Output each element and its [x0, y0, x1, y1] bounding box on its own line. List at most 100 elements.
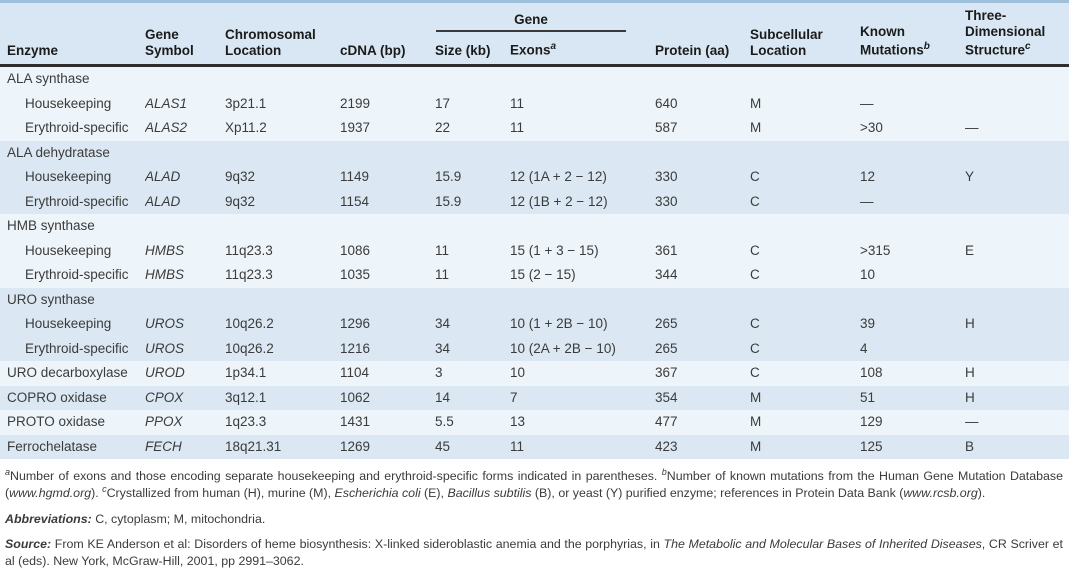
cell-enzyme: Housekeeping [25, 316, 112, 331]
table-row: Erythroid-specific HMBS 11q23.3 1035 11 15 (2… [0, 263, 1069, 288]
cell-size: 17 [435, 95, 451, 111]
cell-protein: 265 [655, 340, 678, 356]
table-group-row: URO synthase [0, 287, 1069, 312]
cell-size: 3 [435, 365, 443, 380]
cell-known-mutations: 39 [860, 316, 876, 331]
col-header-chromosomal-location: Chromosomal Location [225, 27, 316, 58]
mutations-footnote-marker: b [923, 41, 930, 52]
cell-size: 34 [435, 316, 451, 331]
cell-protein: 344 [655, 267, 678, 282]
cell-structure: Y [965, 169, 975, 184]
cell-enzyme: Erythroid-specific [25, 340, 129, 356]
enzyme-gene-table: Enzyme Gene Symbol Chromosomal Location … [0, 0, 1069, 459]
col-header-gene-symbol: Gene Symbol [145, 27, 194, 58]
col-header-known-mutations: Known Mutationsb [860, 23, 930, 58]
cell-structure: — [965, 120, 979, 135]
cell-protein: 477 [655, 414, 678, 429]
cell-enzyme: Housekeeping [25, 169, 112, 184]
cell-chromosomal-location: Xp11.2 [225, 120, 267, 135]
cell-structure [965, 337, 1069, 362]
footnote-exons-mutations-structure: aNumber of exons and those encoding sepa… [5, 466, 1063, 500]
cell-subcellular-location: M [750, 120, 762, 135]
cell-cdna: 1431 [340, 414, 371, 429]
cell-protein: 587 [655, 120, 678, 135]
cell-gene-symbol: ALAD [145, 169, 181, 184]
cell-size: 15.9 [435, 169, 462, 184]
cell-cdna: 1296 [340, 316, 371, 331]
footnotes: aNumber of exons and those encoding sepa… [0, 459, 1069, 570]
cell-exons: 7 [510, 389, 518, 405]
table-body: ALA synthase Housekeeping ALAS1 3p21.1 2199 1… [0, 67, 1069, 459]
cell-chromosomal-location: 9q32 [225, 169, 256, 184]
cell-known-mutations: 4 [860, 340, 868, 356]
cell-size: 45 [435, 438, 451, 454]
cell-known-mutations: 51 [860, 389, 876, 405]
cell-exons: 10 [510, 365, 526, 380]
table-header-row: Enzyme Gene Symbol Chromosomal Location … [0, 3, 1069, 67]
cell-gene-symbol: HMBS [145, 242, 185, 258]
cell-exons: 10 (2A + 2B − 10) [510, 340, 616, 356]
cell-protein: 361 [655, 242, 678, 258]
cell-size: 11 [435, 267, 450, 282]
cell-enzyme: Erythroid-specific [25, 267, 129, 282]
structure-footnote-marker: c [1025, 41, 1031, 52]
cell-subcellular-location: M [750, 389, 762, 405]
table-row: Ferrochelatase FECH 18q21.31 1269 45 11 423 M 12… [0, 434, 1069, 459]
cell-gene-symbol: UROS [145, 316, 185, 331]
cell-known-mutations: 10 [860, 267, 876, 282]
cell-protein: 640 [655, 95, 678, 111]
col-header-protein: Protein (aa) [655, 42, 730, 58]
cell-size: 14 [435, 389, 451, 405]
cell-cdna: 2199 [340, 95, 371, 111]
table-row: Erythroid-specific ALAS2 Xp11.2 1937 22 11 587… [0, 116, 1069, 141]
cell-gene-symbol: FECH [145, 438, 182, 454]
cell-cdna: 1154 [340, 193, 370, 209]
cell-enzyme: Housekeeping [25, 95, 112, 111]
cell-exons: 11 [510, 120, 525, 135]
cell-size: 5.5 [435, 414, 454, 429]
cell-cdna: 1086 [340, 242, 371, 258]
cell-size: 15.9 [435, 193, 462, 209]
cell-protein: 330 [655, 169, 678, 184]
cell-structure: — [965, 414, 979, 429]
footnote-abbreviations: Abbreviations: C, cytoplasm; M, mitochon… [5, 511, 266, 526]
cell-enzyme: Erythroid-specific [25, 193, 129, 209]
cell-chromosomal-location: 10q26.2 [225, 316, 274, 331]
cell-known-mutations: >315 [860, 242, 891, 258]
cell-exons: 11 [510, 438, 525, 454]
cell-subcellular-location: M [750, 414, 762, 429]
cell-exons: 15 (1 + 3 − 15) [510, 242, 599, 258]
gene-column-group-header: Gene [436, 12, 626, 32]
cell-chromosomal-location: 11q23.3 [225, 267, 273, 282]
cell-gene-symbol: CPOX [145, 389, 184, 405]
cell-structure [965, 190, 1069, 215]
table-row: Housekeeping HMBS 11q23.3 1086 11 15 (1 + 3 −… [0, 238, 1069, 263]
cell-enzyme: URO decarboxylase [7, 365, 128, 380]
cell-structure: H [965, 365, 975, 380]
table-row: Erythroid-specific UROS 10q26.2 1216 34 10 (2… [0, 336, 1069, 362]
cell-enzyme: Housekeeping [25, 242, 112, 258]
cell-structure [965, 92, 1069, 117]
cell-protein: 354 [655, 389, 678, 405]
cell-subcellular-location: C [750, 267, 760, 282]
cell-exons: 15 (2 − 15) [510, 267, 576, 282]
cell-exons: 13 [510, 414, 526, 429]
table-row: URO decarboxylase UROD 1p34.1 1104 3 10 367 C 10… [0, 361, 1069, 386]
cell-subcellular-location: C [750, 169, 760, 184]
cell-chromosomal-location: 1p34.1 [225, 365, 267, 380]
cell-protein: 330 [655, 193, 678, 209]
col-header-enzyme: Enzyme [7, 42, 59, 58]
table-row: COPRO oxidase CPOX 3q12.1 1062 14 7 354 M 51 H [0, 385, 1069, 410]
cell-enzyme: Erythroid-specific [25, 120, 129, 135]
cell-size: 11 [435, 242, 450, 258]
cell-enzyme: COPRO oxidase [7, 389, 107, 405]
cell-cdna: 1035 [340, 267, 371, 282]
cell-known-mutations: 129 [860, 414, 883, 429]
cell-chromosomal-location: 3q12.1 [225, 389, 267, 405]
table-row: Erythroid-specific ALAD 9q32 1154 15.9 12 (1B… [0, 189, 1069, 215]
cell-structure: E [965, 242, 975, 258]
cell-protein: 423 [655, 438, 678, 454]
cell-chromosomal-location: 11q23.3 [225, 242, 273, 258]
group-enzyme-label: URO synthase [7, 291, 95, 307]
cell-structure [965, 263, 1069, 288]
